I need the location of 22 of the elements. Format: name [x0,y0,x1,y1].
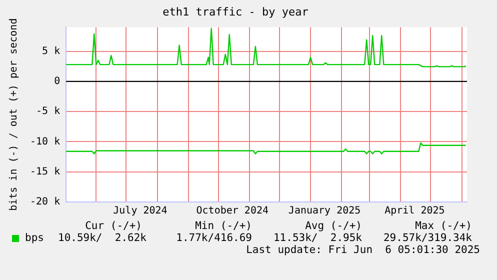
text: Cur (-/+) [84,220,142,232]
text: Max (-/+) [414,220,472,232]
y-tick-label: -10 k [30,136,60,148]
y-tick-label: 5 k [42,46,60,57]
chart-title: eth1 traffic - by year [162,5,309,18]
x-tick-label: January 2025 [288,206,361,217]
y-tick-label: -5 k [36,106,60,118]
text: 10.59k/ 2.62k [58,232,147,244]
text: Last update: Fri Jun 6 05:01:30 2025 [245,244,481,256]
x-tick-label: October 2024 [196,206,269,217]
text: Min (-/+) [194,220,252,232]
y-tick-label: -15 k [30,166,60,178]
y-axis-title: bits in (-) / out (+) per second [8,18,20,211]
legend-label: bps [25,232,45,244]
text: 1.77k/416.69 [176,232,252,244]
text: 29.57k/319.34k [382,232,472,244]
y-tick-label: -20 k [30,196,60,208]
text: Avg (-/+) [304,220,362,232]
text: 11.53k/ 2.95k [272,232,362,244]
y-tick-label: 0 [54,76,60,88]
x-tick-label: July 2024 [113,206,168,217]
x-tick-label: April 2025 [384,206,445,217]
